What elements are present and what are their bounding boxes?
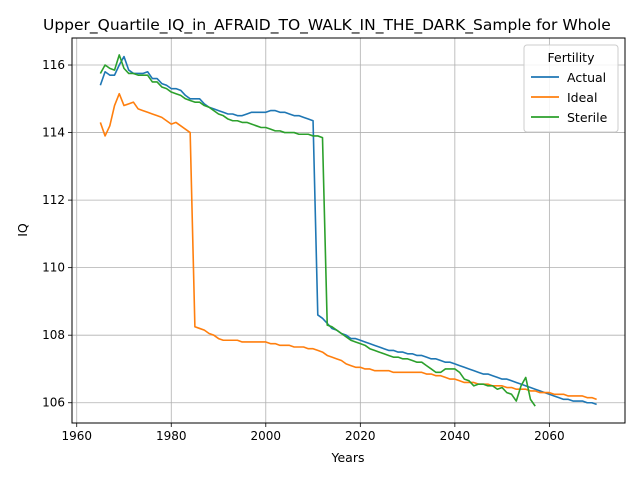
y-tick-label: 110 (42, 261, 65, 275)
legend-items: Actual Ideal Sterile (531, 70, 608, 125)
legend-title: Fertility (548, 50, 596, 65)
legend-label-ideal: Ideal (567, 90, 597, 105)
x-tick-label: 2020 (345, 429, 376, 443)
series-lines (99, 54, 597, 407)
x-axis-ticks: 1960 1980 2000 2020 2040 2060 (61, 423, 565, 443)
y-tick-label: 108 (42, 328, 65, 342)
x-tick-label: 2000 (251, 429, 282, 443)
legend-box (523, 44, 619, 133)
y-axis-label: IQ (15, 223, 30, 237)
series-line-sterile (99, 54, 536, 407)
x-axis-label: Years (331, 450, 365, 465)
series-line-ideal (99, 92, 597, 401)
y-tick-label: 116 (42, 58, 65, 72)
legend-label-sterile: Sterile (567, 110, 608, 125)
x-tick-label: 2060 (534, 429, 565, 443)
x-tick-label: 2040 (440, 429, 471, 443)
legend-label-actual: Actual (567, 70, 606, 85)
chart-title: Upper_Quartile_IQ_in_AFRAID_TO_WALK_IN_T… (43, 16, 611, 35)
x-tick-label: 1960 (61, 429, 92, 443)
y-tick-label: 106 (42, 396, 65, 410)
plot-frame (71, 37, 626, 424)
y-tick-label: 112 (42, 193, 65, 207)
y-tick-label: 114 (42, 126, 65, 140)
series-line-actual (99, 55, 597, 406)
x-tick-label: 1980 (156, 429, 187, 443)
y-axis-ticks: 106 108 110 112 114 116 (42, 58, 72, 410)
legend: Fertility Actual Ideal Sterile (523, 44, 619, 133)
